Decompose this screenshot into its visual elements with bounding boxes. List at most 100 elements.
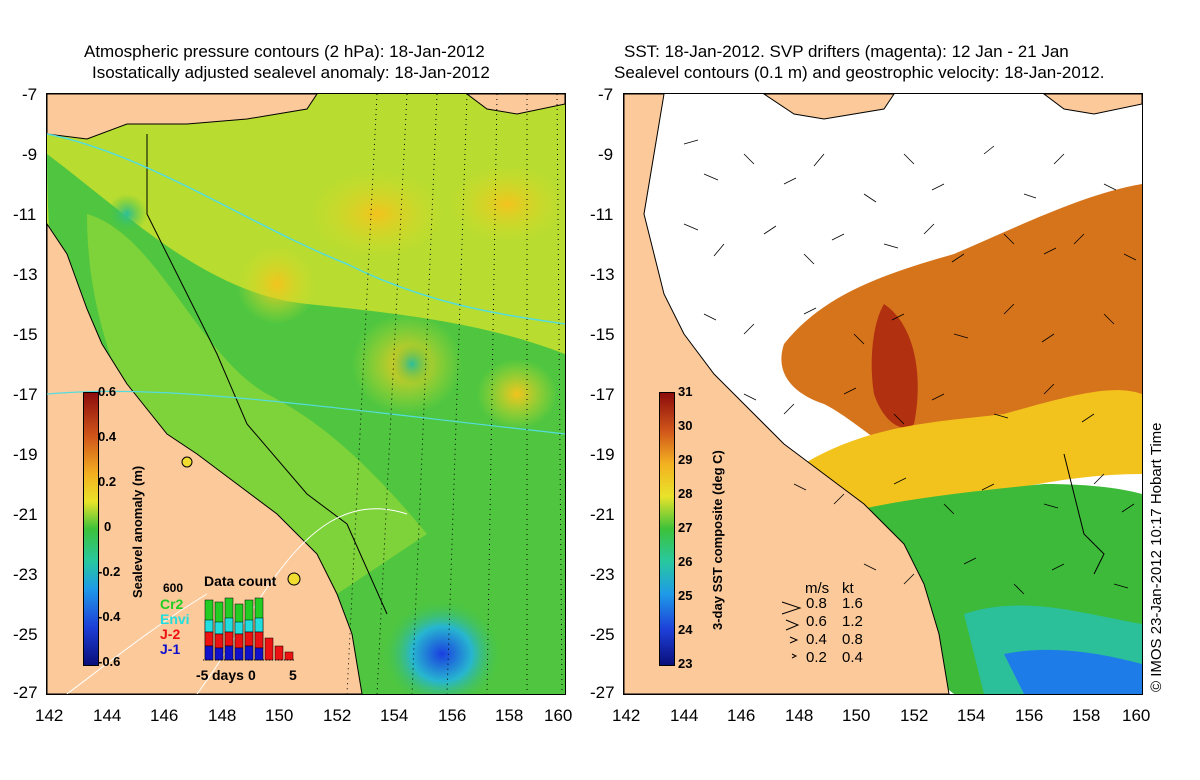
left-ytick-7: -21 <box>13 505 38 524</box>
vel-row-2-kt: 0.8 <box>842 631 863 648</box>
sla-low-teal1 <box>392 344 432 384</box>
sst-tick-6: 25 <box>678 588 693 603</box>
right-ytick-5: -17 <box>590 385 615 404</box>
right-xtick-6: 154 <box>957 706 986 725</box>
sla-colorbar-label: Sealevel anomaly (m) <box>130 465 145 598</box>
left-xtick-1: 144 <box>93 706 122 725</box>
islands-land-right <box>1043 94 1142 115</box>
sla-high-east <box>447 164 565 244</box>
left-xtick-7: 156 <box>438 706 467 725</box>
vel-arrow-04 <box>789 636 799 644</box>
hist-bars <box>204 597 294 661</box>
velocity-arrows <box>683 139 1137 595</box>
vel-row-3-ms: 0.2 <box>806 649 827 666</box>
sla-low-teal2 <box>107 194 147 234</box>
sla-high-center <box>237 244 317 324</box>
sla-tick-3: 0 <box>104 519 112 534</box>
sst-contour <box>1063 453 1105 575</box>
left-ytick-3: -13 <box>13 265 38 284</box>
right-ytick-1: -9 <box>598 145 614 164</box>
sla-tick-4: -0.2 <box>98 564 121 579</box>
sla-tick-5: -0.4 <box>98 609 121 624</box>
islands-land <box>466 94 565 115</box>
hist-xtick-m5: -5 <box>196 667 209 683</box>
sst-warm-region <box>781 184 1142 466</box>
left-xtick-2: 146 <box>150 706 179 725</box>
vel-row-0-kt: 1.6 <box>842 595 863 612</box>
vel-row-1-kt: 1.2 <box>842 613 863 630</box>
sla-colorbar <box>83 392 99 666</box>
right-xtick-2: 146 <box>727 706 756 725</box>
hist-xlabel-days: days <box>212 667 244 683</box>
sla-tick-0: 0.6 <box>98 384 117 399</box>
vel-arrow-glyphs <box>781 601 802 659</box>
vel-row-3-kt: 0.4 <box>842 649 863 666</box>
left-ytick-0: -7 <box>22 85 38 104</box>
left-xtick-4: 150 <box>265 706 294 725</box>
right-xtick-5: 152 <box>900 706 929 725</box>
left-ytick-10: -27 <box>13 683 38 702</box>
sst-tick-0: 31 <box>678 384 693 399</box>
right-ytick-9: -25 <box>590 625 615 644</box>
right-ytick-2: -11 <box>590 205 614 224</box>
vel-header-kt: kt <box>842 580 854 597</box>
left-xtick-3: 148 <box>208 706 237 725</box>
white-contour-1 <box>196 508 408 694</box>
track-2 <box>47 390 565 435</box>
sla-lightgreen-band <box>87 214 427 614</box>
vel-arrow-02 <box>791 653 798 659</box>
sst-tick-7: 24 <box>678 622 693 637</box>
reef-contour <box>146 134 388 615</box>
sst-tick-5: 26 <box>678 554 693 569</box>
right-ytick-7: -21 <box>590 505 615 524</box>
left-title-line1: Atmospheric pressure contours (2 hPa): 1… <box>84 42 485 61</box>
sla-tick-2: 0.2 <box>98 474 117 489</box>
sea-level-anomaly-map <box>46 93 566 695</box>
vel-header-ms: m/s <box>805 580 830 597</box>
vel-row-1-ms: 0.6 <box>806 613 827 630</box>
left-ytick-1: -9 <box>22 145 38 164</box>
left-xtick-5: 152 <box>323 706 352 725</box>
copyright-text: © IMOS 23-Jan-2012 10:17 Hobart Time <box>1148 422 1165 692</box>
left-title-line2: Isostatically adjusted sealevel anomaly:… <box>92 63 490 82</box>
vel-row-0-ms: 0.8 <box>806 595 827 612</box>
left-ytick-9: -25 <box>13 625 38 644</box>
right-ytick-10: -27 <box>590 683 615 702</box>
sla-high-southeast <box>477 359 557 429</box>
right-ytick-3: -13 <box>590 265 615 284</box>
left-xtick-8: 158 <box>495 706 524 725</box>
mission-cr2: Cr2 <box>160 596 184 612</box>
right-title-line2: Sealevel contours (0.1 m) and geostrophi… <box>614 63 1105 82</box>
white-contour-2 <box>66 593 208 694</box>
sst-map <box>623 93 1143 695</box>
hist-xtick-0: 0 <box>248 667 256 683</box>
right-xtick-0: 142 <box>612 706 641 725</box>
right-xtick-9: 160 <box>1122 706 1151 725</box>
right-xtick-4: 150 <box>842 706 871 725</box>
right-ytick-8: -23 <box>590 565 615 584</box>
left-ytick-5: -17 <box>13 385 38 404</box>
left-ytick-6: -19 <box>13 445 38 464</box>
data-count-ymax: 600 <box>163 581 184 595</box>
right-ytick-6: -19 <box>590 445 615 464</box>
png-land-right <box>763 94 895 120</box>
station-marker <box>181 456 193 468</box>
sst-cool-region <box>1004 649 1142 694</box>
sla-tick-1: 0.4 <box>98 429 117 444</box>
sla-low-blue <box>382 599 502 694</box>
vel-arrow-06 <box>785 619 800 631</box>
sst-hot-core <box>871 304 918 428</box>
left-xtick-6: 154 <box>380 706 409 725</box>
sst-colorbar-label: 3-day SST composite (deg C) <box>710 450 725 630</box>
left-ytick-4: -15 <box>13 325 38 344</box>
left-ytick-2: -11 <box>13 205 37 224</box>
sst-tick-2: 29 <box>678 452 693 467</box>
mission-j1: J-1 <box>160 641 181 657</box>
left-xtick-9: 160 <box>544 706 573 725</box>
pressure-contours <box>346 94 563 694</box>
sst-colorbar <box>659 392 675 666</box>
left-ytick-8: -23 <box>13 565 38 584</box>
right-xtick-3: 148 <box>785 706 814 725</box>
data-count-histogram <box>203 597 295 661</box>
hist-xtick-5: 5 <box>289 667 297 683</box>
